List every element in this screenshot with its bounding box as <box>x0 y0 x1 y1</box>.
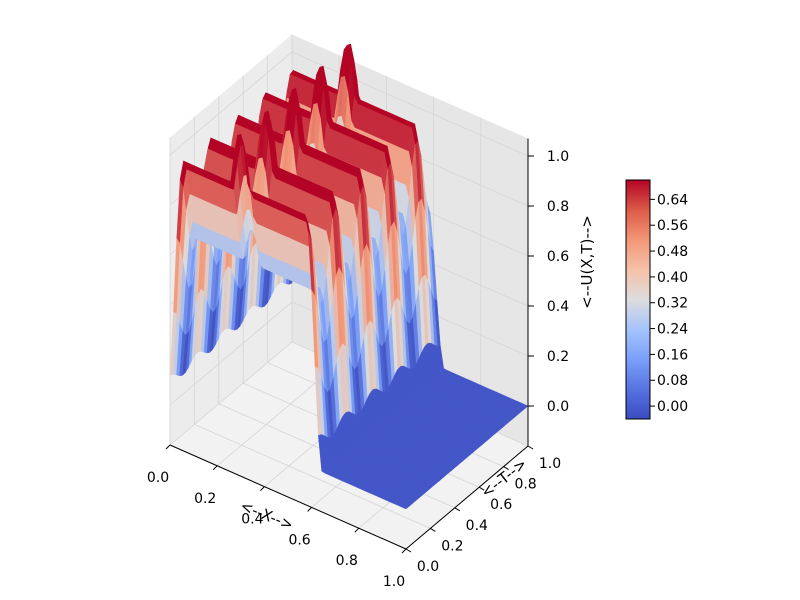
z-tick-label: 0.4 <box>547 299 569 315</box>
colorbar-tick-label: 0.56 <box>657 218 688 234</box>
z-tick-label: 0.0 <box>547 399 569 415</box>
z-tick-label: 0.2 <box>547 349 569 365</box>
t-axis-line <box>405 445 529 550</box>
colorbar: 0.00 0.08 0.16 0.24 0.32 0.40 0.48 0.56 0.64 <box>625 179 688 420</box>
colorbar-ticks: 0.00 0.08 0.16 0.24 0.32 0.40 0.48 0.56 0.64 <box>650 192 688 415</box>
z-tick-label: 1.0 <box>547 149 569 165</box>
x-axis-label: <--X--> <box>238 497 296 535</box>
x-tick-mark <box>354 527 360 533</box>
t-tick-mark <box>503 466 509 471</box>
t-tick-mark <box>454 507 461 512</box>
x-tick-label: 0.6 <box>288 532 310 548</box>
x-tick-label: 0.0 <box>147 470 169 486</box>
x-axis-line <box>169 444 407 550</box>
t-tick-mark <box>478 486 485 491</box>
t-tick-label: 0.4 <box>466 518 488 534</box>
t-tick-label: 0.2 <box>441 538 463 554</box>
colorbar-gradient <box>625 179 651 420</box>
x-tick-mark <box>260 486 265 491</box>
z-gridline <box>169 51 529 157</box>
t-tick-label: 0.8 <box>514 477 536 493</box>
surface-plot <box>169 43 529 510</box>
x-tick-label: 0.4 <box>241 512 263 528</box>
colorbar-tick-label: 0.64 <box>657 192 688 208</box>
axes-edges <box>169 138 529 550</box>
z-tick-label: 0.8 <box>547 199 569 215</box>
x-tick-mark <box>212 465 218 471</box>
t-tick-label: 0.0 <box>417 559 439 575</box>
colorbar-tick-label: 0.24 <box>657 322 688 338</box>
x-tick-mark <box>401 548 407 554</box>
t-tick-label: 1.0 <box>539 456 561 472</box>
t-tick-label: 0.6 <box>490 497 512 513</box>
colorbar-tick-label: 0.08 <box>657 373 688 389</box>
x-tick-label: 0.8 <box>336 553 358 569</box>
axes-ticks: 0.00.20.40.60.81.00.00.20.40.60.81.00.00… <box>147 149 569 590</box>
colorbar-tick-label: 0.40 <box>657 270 688 286</box>
z-tick-label: 0.6 <box>547 249 569 265</box>
colorbar-tick-label: 0.00 <box>657 399 688 415</box>
z-axis-label: <--U(X,T)--> <box>578 215 596 309</box>
colorbar-tick-label: 0.32 <box>657 296 688 312</box>
colorbar-tick-label: 0.16 <box>657 347 688 363</box>
x-tick-label: 1.0 <box>383 574 405 590</box>
x-tick-mark <box>165 444 171 450</box>
t-tick-mark <box>527 445 534 450</box>
x-tick-mark <box>307 507 312 512</box>
colorbar-tick-label: 0.48 <box>657 244 688 260</box>
t-tick-mark <box>405 548 412 553</box>
x-tick-label: 0.2 <box>194 491 216 507</box>
surface-cell <box>402 504 410 510</box>
t-tick-mark <box>430 527 436 532</box>
